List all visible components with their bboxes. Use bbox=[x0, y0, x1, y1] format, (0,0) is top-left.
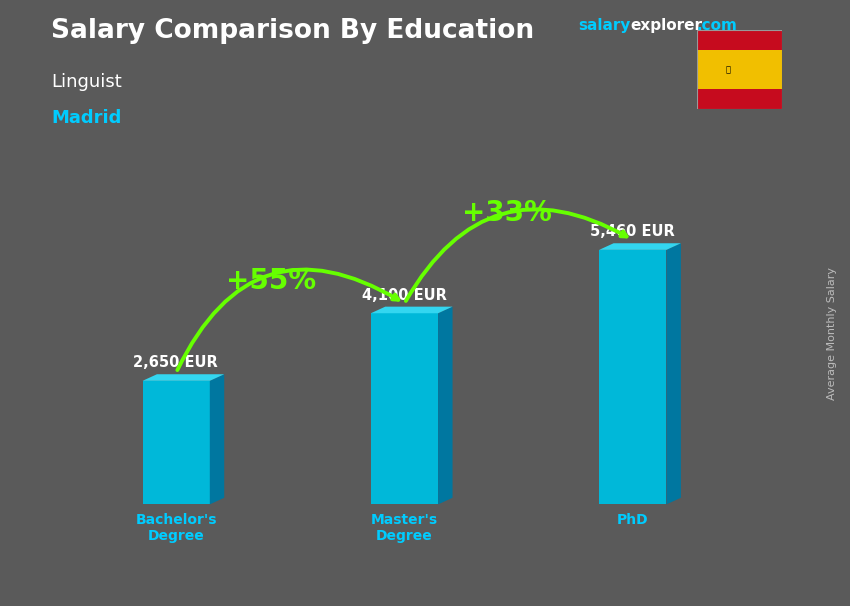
Text: explorer: explorer bbox=[631, 18, 703, 33]
Text: Average Monthly Salary: Average Monthly Salary bbox=[827, 267, 837, 400]
Polygon shape bbox=[599, 243, 681, 250]
Polygon shape bbox=[210, 375, 224, 504]
Text: +33%: +33% bbox=[462, 199, 552, 227]
Polygon shape bbox=[697, 30, 782, 50]
Polygon shape bbox=[666, 243, 681, 504]
Polygon shape bbox=[697, 89, 782, 109]
Text: Madrid: Madrid bbox=[51, 109, 122, 127]
Polygon shape bbox=[438, 307, 452, 504]
Text: 🏛: 🏛 bbox=[726, 65, 731, 74]
Text: salary: salary bbox=[578, 18, 631, 33]
Polygon shape bbox=[371, 313, 438, 504]
Polygon shape bbox=[371, 307, 452, 313]
Text: 4,100 EUR: 4,100 EUR bbox=[362, 287, 447, 302]
Text: .com: .com bbox=[696, 18, 737, 33]
Text: Salary Comparison By Education: Salary Comparison By Education bbox=[51, 18, 534, 44]
Text: PhD: PhD bbox=[617, 513, 649, 527]
Polygon shape bbox=[599, 250, 666, 504]
Polygon shape bbox=[143, 375, 224, 381]
Text: Master's
Degree: Master's Degree bbox=[371, 513, 438, 543]
Text: Bachelor's
Degree: Bachelor's Degree bbox=[135, 513, 217, 543]
Polygon shape bbox=[697, 50, 782, 89]
Text: 2,650 EUR: 2,650 EUR bbox=[133, 355, 218, 370]
Text: Linguist: Linguist bbox=[51, 73, 122, 91]
Text: 5,460 EUR: 5,460 EUR bbox=[591, 224, 675, 239]
Text: +55%: +55% bbox=[226, 267, 316, 295]
Polygon shape bbox=[143, 381, 210, 504]
